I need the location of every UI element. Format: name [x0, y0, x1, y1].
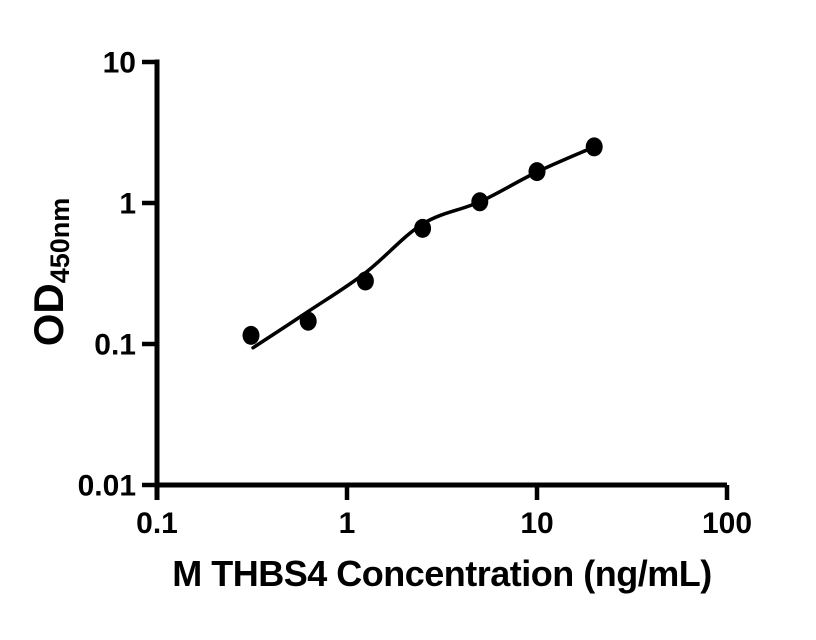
y-tick-label: 10: [103, 47, 136, 80]
data-point: [528, 162, 546, 182]
axis-layer: [142, 59, 730, 500]
data-point: [356, 271, 374, 291]
y-axis-title-subscript: 450nm: [45, 197, 75, 284]
y-axis-title-main: OD: [25, 283, 72, 347]
data-point: [414, 218, 432, 238]
x-tick-label: 1: [339, 507, 356, 540]
data-point: [242, 325, 260, 345]
y-tick-label: 0.01: [78, 470, 136, 503]
y-tick-label: 0.1: [94, 329, 136, 362]
data-point: [471, 192, 489, 212]
data-points-layer: [242, 137, 603, 345]
y-axis-title: OD450nm: [17, 162, 81, 382]
data-point: [299, 311, 317, 331]
data-point: [585, 137, 603, 157]
y-tick-label: 1: [119, 188, 136, 221]
x-tick-label: 10: [520, 507, 553, 540]
x-tick-label: 0.1: [136, 507, 178, 540]
x-axis-title: M THBS4 Concentration (ng/mL): [172, 553, 712, 594]
x-tick-label: 100: [702, 507, 752, 540]
